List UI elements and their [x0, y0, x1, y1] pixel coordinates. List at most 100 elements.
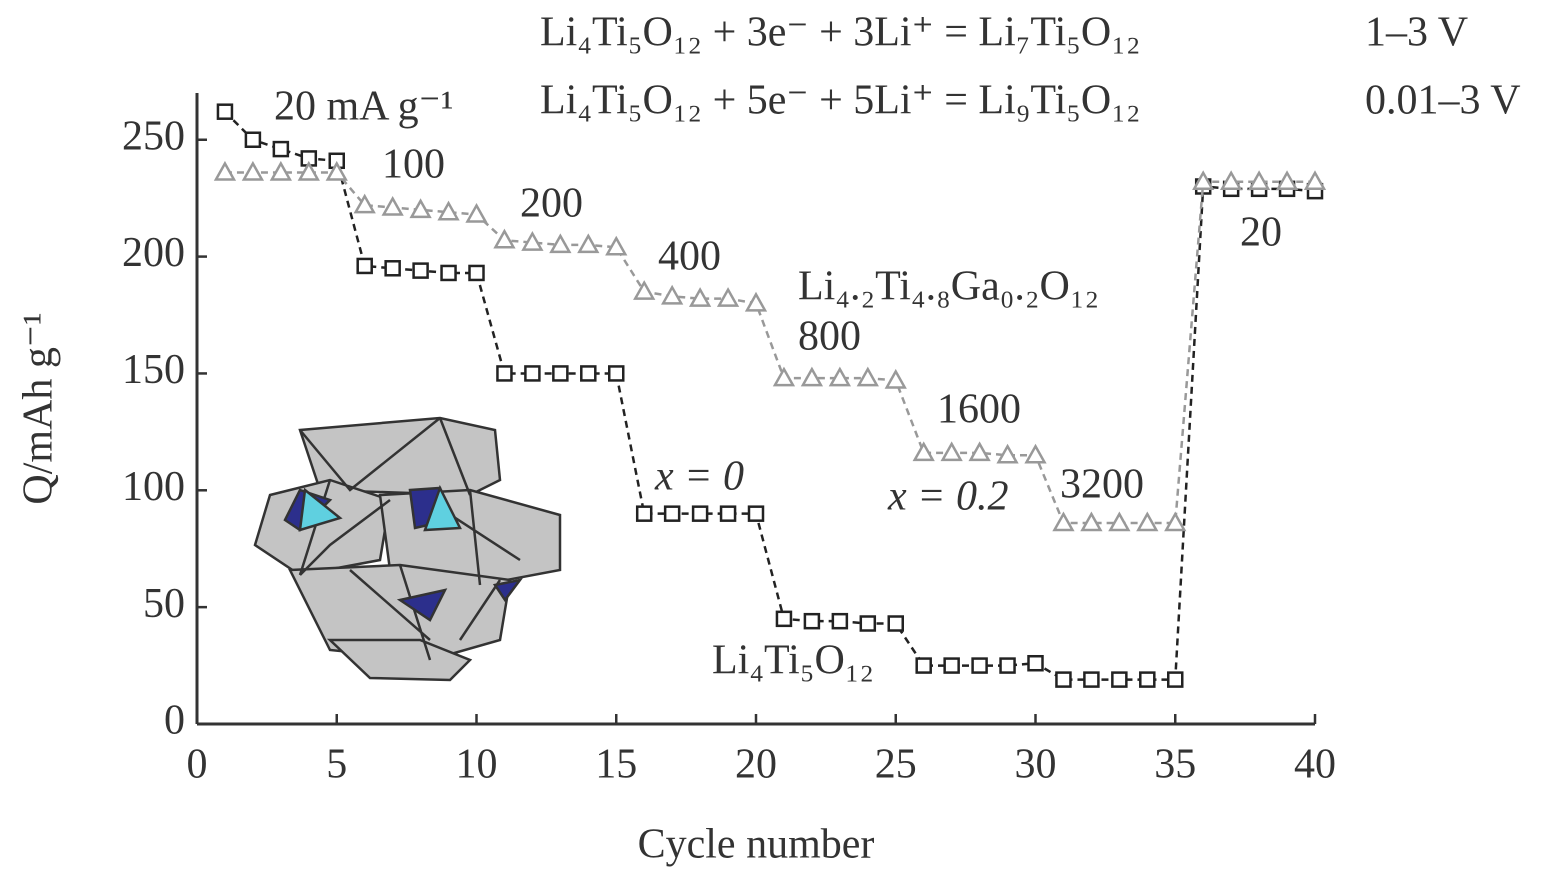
marker	[1139, 671, 1156, 688]
marker	[412, 262, 429, 279]
marker	[353, 193, 376, 214]
x-tick-label: 25	[875, 742, 917, 788]
annotation: 1600	[937, 387, 1021, 433]
voltage: 1–3 V	[1365, 10, 1468, 56]
marker	[496, 365, 513, 382]
marker	[409, 198, 432, 219]
marker	[1080, 511, 1103, 532]
annotation: 100	[382, 142, 445, 188]
x-tick-label: 30	[1015, 742, 1057, 788]
marker	[744, 291, 768, 312]
annotation: x = 0.2	[887, 474, 1008, 520]
marker	[493, 228, 516, 249]
series-line	[224, 110, 1316, 681]
marker	[1136, 511, 1159, 532]
x-tick-label: 20	[735, 742, 777, 788]
marker	[663, 505, 681, 522]
marker	[884, 368, 907, 389]
marker	[549, 233, 572, 254]
marker	[1303, 170, 1327, 191]
y-tick-label: 0	[164, 698, 185, 744]
marker	[1164, 511, 1187, 532]
marker	[216, 103, 234, 120]
x-tick-label: 10	[456, 742, 498, 788]
marker	[996, 443, 1019, 464]
marker	[716, 287, 740, 307]
marker	[1275, 170, 1299, 191]
marker	[1027, 654, 1044, 672]
y-axis-label: Q/mAh g⁻¹	[16, 312, 62, 504]
marker	[999, 657, 1016, 674]
x-tick-label: 40	[1294, 742, 1336, 788]
marker	[772, 366, 796, 387]
annotation: 800	[798, 314, 861, 360]
marker	[1055, 671, 1072, 688]
marker	[1083, 671, 1100, 688]
y-tick-label: 50	[143, 581, 185, 627]
marker	[943, 657, 960, 674]
marker	[384, 260, 401, 277]
series-label: Li₄Ti₅O₁₂	[712, 638, 874, 684]
marker	[297, 160, 320, 181]
annotation: 20	[1240, 210, 1282, 256]
x-tick-label: 0	[187, 742, 208, 788]
crystal-inset	[253, 416, 562, 682]
marker	[828, 366, 851, 387]
marker	[244, 131, 262, 148]
marker	[661, 284, 684, 305]
voltage: 0.01–3 V	[1365, 78, 1521, 124]
marker	[213, 160, 237, 181]
y-tick-label: 200	[122, 230, 185, 276]
marker	[940, 441, 963, 462]
annotation: 200	[520, 181, 583, 227]
marker	[971, 657, 988, 674]
marker	[325, 160, 348, 181]
y-tick-label: 250	[122, 113, 185, 159]
marker	[719, 505, 737, 522]
marker	[269, 160, 292, 181]
y-tick-label: 100	[122, 464, 185, 510]
annotation: x = 0	[654, 454, 744, 500]
marker	[1024, 443, 1047, 464]
annotation: 400	[658, 234, 721, 280]
marker	[775, 610, 793, 628]
y-tick-label: 150	[122, 347, 185, 393]
marker	[272, 140, 290, 158]
marker	[465, 202, 488, 223]
annotation: 20 mA g⁻¹	[274, 84, 453, 130]
series-line	[224, 171, 1315, 525]
x-axis-label: Cycle number	[638, 822, 875, 868]
marker	[1108, 511, 1131, 532]
marker	[633, 280, 656, 300]
marker	[859, 615, 877, 632]
marker	[887, 615, 904, 632]
marker	[468, 264, 485, 282]
marker	[1167, 671, 1184, 688]
marker	[747, 505, 765, 522]
marker	[915, 657, 932, 674]
marker	[381, 195, 404, 216]
marker	[552, 365, 569, 382]
marker	[1111, 671, 1128, 688]
marker	[635, 505, 653, 522]
marker	[1052, 511, 1075, 532]
equation: Li₄Ti₅O₁₂ + 3e⁻ + 3Li⁺ = Li₇Ti₅O₁₂	[540, 10, 1141, 56]
x-tick-label: 5	[326, 742, 347, 788]
marker	[1220, 170, 1243, 191]
marker	[241, 160, 265, 181]
marker	[912, 441, 935, 462]
marker	[831, 612, 849, 630]
marker	[580, 365, 597, 382]
marker	[1192, 170, 1215, 191]
marker	[691, 505, 709, 522]
marker	[800, 366, 824, 387]
series-label: Li₄.₂Ti₄.₈Ga₀.₂O₁₂	[798, 264, 1099, 310]
marker	[803, 612, 821, 630]
x-tick-label: 35	[1154, 742, 1196, 788]
annotation: 3200	[1060, 462, 1144, 508]
marker	[356, 257, 373, 275]
equation: Li₄Ti₅O₁₂ + 5e⁻ + 5Li⁺ = Li₉Ti₅O₁₂	[540, 78, 1141, 124]
marker	[605, 235, 628, 256]
marker	[524, 365, 541, 382]
